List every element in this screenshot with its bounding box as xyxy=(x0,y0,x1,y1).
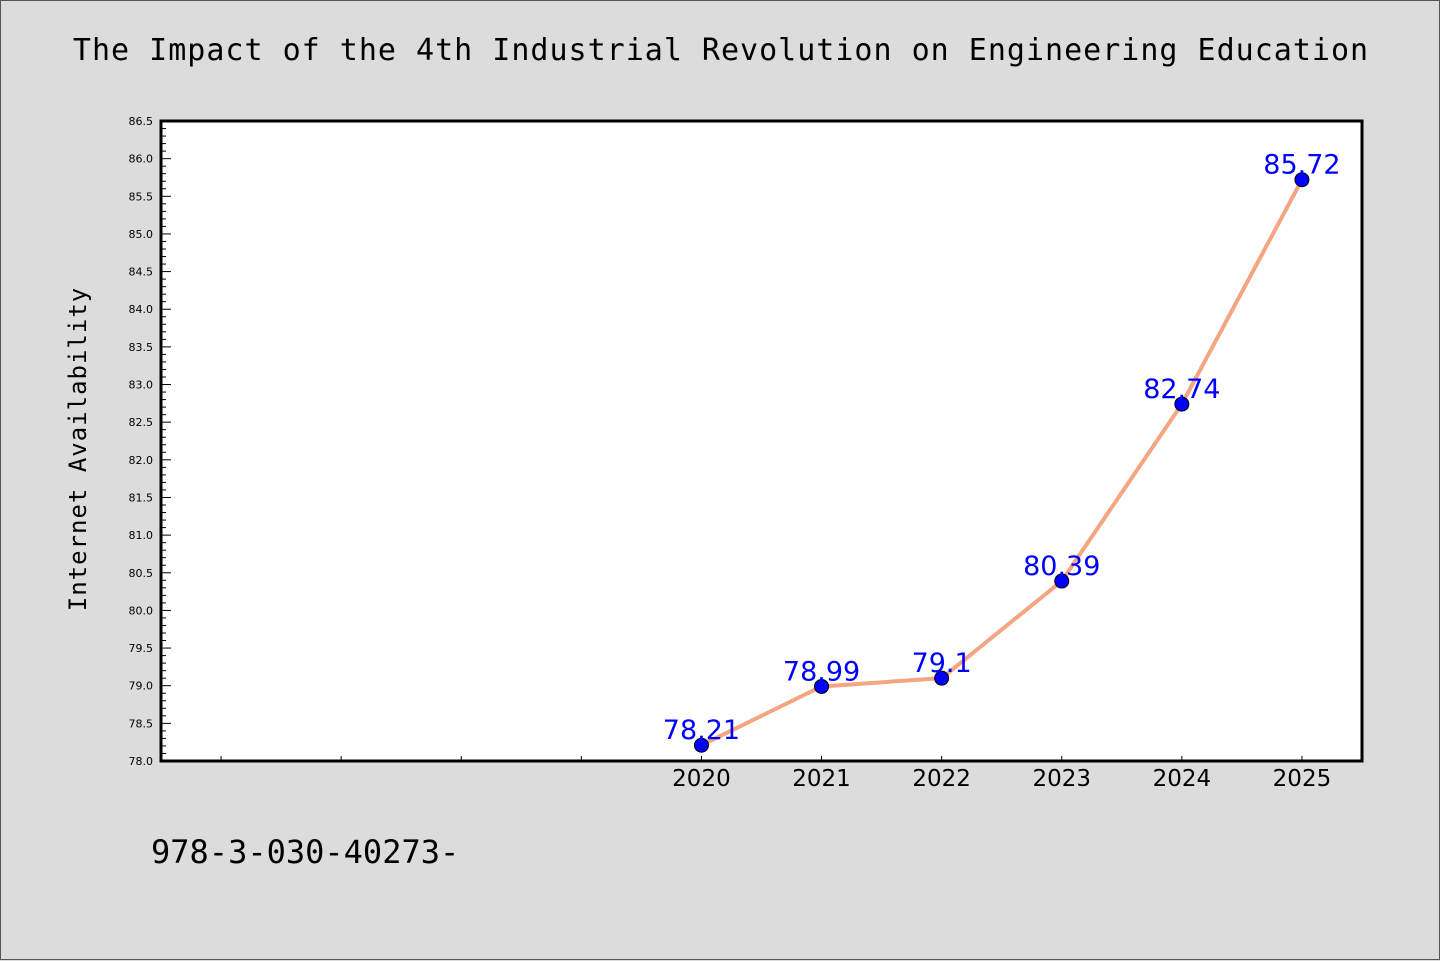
data-label: 80.39 xyxy=(1023,551,1100,582)
y-tick-label: 81.5 xyxy=(129,491,154,504)
y-tick-label: 84.0 xyxy=(129,303,154,316)
y-tick-label: 82.5 xyxy=(129,416,154,429)
x-tick-label: 2025 xyxy=(1273,766,1332,792)
series-line xyxy=(700,178,1304,747)
y-tick-label: 86.0 xyxy=(129,153,154,166)
x-tick-label: 2023 xyxy=(1032,766,1091,792)
data-label-group: 78.21 78.99 79.1 80.39 82.74 85.72 xyxy=(663,150,1341,746)
y-tick-label: 83.5 xyxy=(129,341,154,354)
chart-title: The Impact of the 4th Industrial Revolut… xyxy=(72,33,1370,68)
series-line-group xyxy=(700,178,1304,747)
y-tick-label: 83.0 xyxy=(129,379,154,392)
y-tick-label: 79.5 xyxy=(129,642,154,655)
y-tick-label: 84.5 xyxy=(129,266,154,279)
y-tick-label: 80.0 xyxy=(129,604,154,617)
data-label: 82.74 xyxy=(1143,374,1220,405)
x-tick-label: 2021 xyxy=(792,766,851,792)
y-tick-label: 85.5 xyxy=(129,190,154,203)
marker-group xyxy=(693,172,1310,753)
plot-area xyxy=(159,119,1364,763)
data-point-marker xyxy=(1054,573,1070,589)
data-point-marker xyxy=(1174,396,1190,412)
y-axis: 78.0 78.5 79.0 79.5 80.0 80.5 81.0 81.5 82.0 82.5… xyxy=(129,115,171,768)
data-label: 85.72 xyxy=(1263,150,1340,181)
y-tick-label: 78.0 xyxy=(129,755,154,768)
data-point-marker xyxy=(1294,172,1310,188)
y-tick-label: 80.5 xyxy=(129,567,154,580)
data-label: 78.21 xyxy=(663,715,740,746)
x-axis: 2020 2021 2022 2023 2024 2025 xyxy=(220,756,1332,792)
data-point-marker xyxy=(693,737,709,753)
data-point-marker xyxy=(814,678,830,694)
data-label: 78.99 xyxy=(783,656,860,687)
footer-code: 978-3-030-40273- xyxy=(151,833,460,871)
y-tick-label: 78.5 xyxy=(129,717,154,730)
y-tick-label: 86.5 xyxy=(129,115,154,128)
data-label: 79.1 xyxy=(912,648,972,679)
x-tick-label: 2024 xyxy=(1153,766,1212,792)
y-tick-label: 85.0 xyxy=(129,228,154,241)
y-tick-label: 82.0 xyxy=(129,454,154,467)
data-point-marker xyxy=(934,670,950,686)
y-tick-label: 81.0 xyxy=(129,529,154,542)
y-tick-label: 79.0 xyxy=(129,680,154,693)
y-axis-title: Internet Availability xyxy=(64,287,92,611)
x-tick-label: 2020 xyxy=(672,766,731,792)
x-tick-label: 2022 xyxy=(912,766,971,792)
